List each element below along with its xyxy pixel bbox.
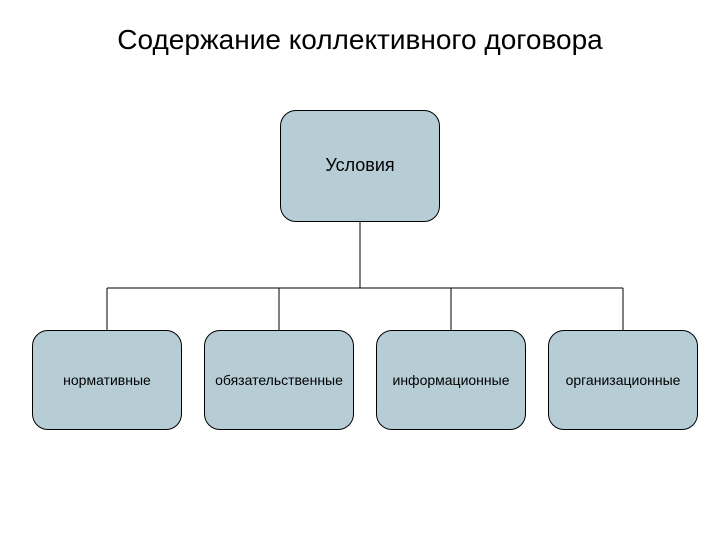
root-node: Условия <box>280 110 440 222</box>
slide-title: Содержание коллективного договора <box>0 24 720 56</box>
child-node-0: нормативные <box>32 330 182 430</box>
slide: Содержание коллективного договора Услови… <box>0 0 720 540</box>
child-node-2: информационные <box>376 330 526 430</box>
child-node-0-label: нормативные <box>59 368 155 393</box>
root-node-label: Условия <box>321 151 398 181</box>
child-node-1-label: обязательственные <box>211 368 347 393</box>
child-node-1: обязательственные <box>204 330 354 430</box>
child-node-2-label: информационные <box>389 368 514 393</box>
connectors <box>0 0 720 540</box>
child-node-3-label: организационные <box>562 368 685 393</box>
child-node-3: организационные <box>548 330 698 430</box>
